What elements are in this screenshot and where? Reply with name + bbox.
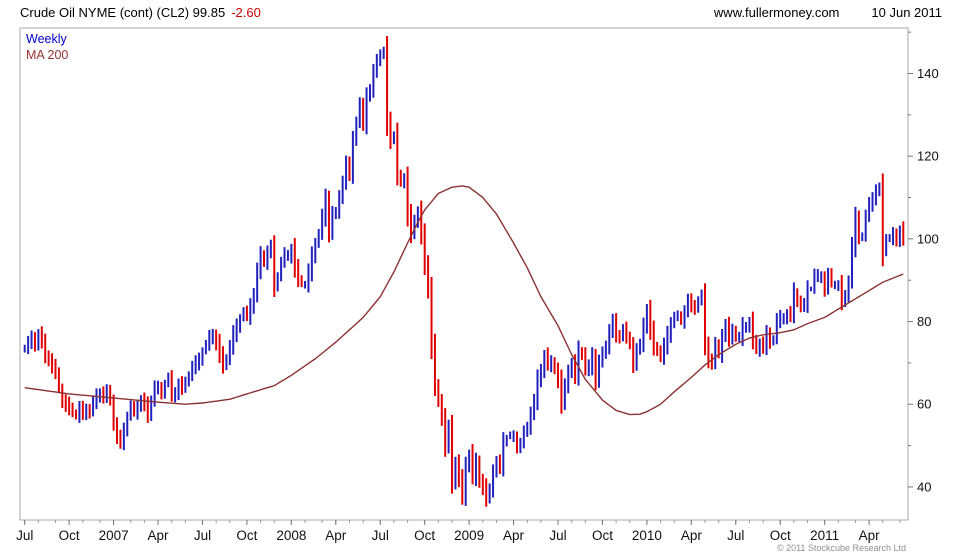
x-tick-label: Jul [549, 528, 566, 543]
y-tick-label: 40 [917, 479, 931, 494]
plot-border [19, 27, 909, 521]
legend-weekly-label: Weekly [26, 32, 67, 46]
x-tick-label: 2010 [632, 528, 662, 543]
x-tick-label: Jul [194, 528, 211, 543]
x-tick-label: Apr [503, 528, 525, 543]
x-tick-label: 2007 [99, 528, 129, 543]
y-tick-label: 140 [917, 66, 939, 81]
price-change: -2.60 [231, 5, 261, 20]
legend-ma200-label: MA 200 [26, 48, 69, 62]
x-tick-label: Jul [727, 528, 744, 543]
x-tick-label: Oct [770, 528, 791, 543]
x-tick-label: Apr [148, 528, 170, 543]
x-tick-label: Oct [236, 528, 257, 543]
y-tick-label: 80 [917, 314, 931, 329]
ma200-line [24, 185, 904, 416]
chart-header: Crude Oil NYME (cont) (CL2) 99.85 -2.60 … [20, 5, 942, 20]
x-tick-label: Oct [592, 528, 613, 543]
y-tick-label: 100 [917, 231, 939, 246]
x-tick-label: 2009 [454, 528, 484, 543]
x-tick-label: 2008 [276, 528, 306, 543]
website-text: www.fullermoney.com [713, 5, 840, 20]
x-tick-label: Oct [414, 528, 435, 543]
y-tick-label: 60 [917, 397, 931, 412]
x-tick-label: Jul [16, 528, 33, 543]
x-tick-label: Apr [325, 528, 347, 543]
y-tick-label: 120 [917, 149, 939, 164]
x-tick-label: Apr [681, 528, 703, 543]
copyright-text: © 2011 Stockcube Research Ltd [776, 543, 906, 553]
chart-legend: Weekly MA 200 [26, 31, 68, 63]
x-tick-label: Apr [859, 528, 881, 543]
instrument-title: Crude Oil NYME (cont) (CL2) 99.85 [20, 5, 226, 20]
x-tick-label: Jul [372, 528, 389, 543]
chart-date: 10 Jun 2011 [871, 5, 942, 20]
x-tick-label: 2011 [810, 528, 839, 543]
x-tick-label: Oct [59, 528, 80, 543]
